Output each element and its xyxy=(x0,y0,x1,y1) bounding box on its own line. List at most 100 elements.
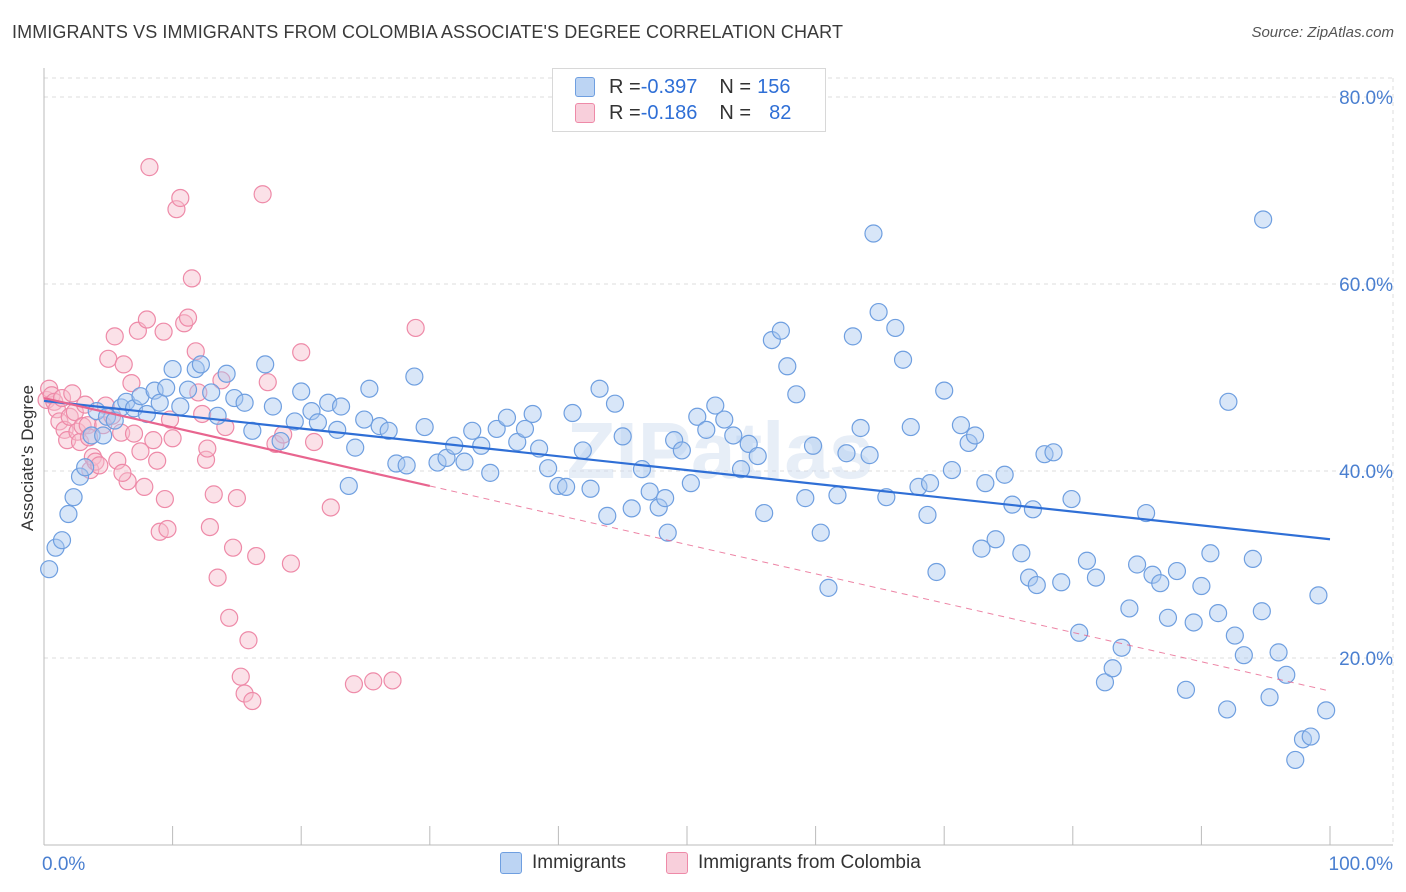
colombia-point xyxy=(178,308,198,327)
colombia-point xyxy=(247,546,266,566)
immigrants-point xyxy=(632,460,652,479)
immigrants-point xyxy=(724,426,743,445)
colombia-point xyxy=(204,485,223,504)
immigrants-point xyxy=(828,486,847,505)
y-tick-label: 80.0% xyxy=(1339,88,1393,109)
legend-item-colombia[interactable]: Immigrants from Colombia xyxy=(666,852,921,874)
immigrants-point xyxy=(965,426,985,445)
colombia-trend-line xyxy=(43,396,431,488)
immigrants-point xyxy=(748,446,767,466)
immigrants-point xyxy=(1062,489,1081,509)
immigrants-point xyxy=(688,407,707,426)
immigrants-point xyxy=(1086,568,1106,587)
y-tick-label: 60.0% xyxy=(1339,275,1393,296)
immigrants-point xyxy=(731,460,751,479)
legend-item-immigrants[interactable]: Immigrants xyxy=(500,852,626,874)
immigrants-point xyxy=(1252,602,1271,621)
source-label: Source: ZipAtlas.com xyxy=(1251,24,1394,41)
immigrants-point xyxy=(918,505,937,525)
legend-label: Immigrants xyxy=(532,852,626,873)
immigrants-point xyxy=(860,446,879,465)
immigrants-point xyxy=(46,538,65,557)
immigrants-point xyxy=(1254,210,1273,229)
y-tick-label: 40.0% xyxy=(1339,462,1393,483)
immigrants-point xyxy=(463,421,482,440)
immigrants-point xyxy=(1225,626,1244,645)
chart-title: IMMIGRANTS VS IMMIGRANTS FROM COLOMBIA A… xyxy=(12,22,844,42)
blue-swatch-icon xyxy=(575,77,595,97)
immigrants-point xyxy=(1201,544,1220,563)
immigrants-point xyxy=(271,431,290,451)
immigrants-point xyxy=(1120,599,1139,618)
immigrants-point xyxy=(497,408,517,427)
colombia-point xyxy=(208,568,227,587)
immigrants-point xyxy=(778,357,797,376)
immigrants-point xyxy=(331,397,351,416)
y-axis-label: Associate's Degree xyxy=(18,385,37,531)
immigrants-point xyxy=(360,379,379,398)
immigrants-point xyxy=(1219,392,1238,411)
immigrants-point xyxy=(942,460,962,480)
immigrants-point xyxy=(157,378,176,397)
immigrants-point xyxy=(539,459,558,478)
immigrants-point xyxy=(1218,700,1237,719)
immigrants-point xyxy=(481,463,500,482)
colombia-point xyxy=(131,442,150,461)
immigrants-point xyxy=(1127,555,1147,574)
immigrants-point xyxy=(178,380,198,399)
colombia-point xyxy=(137,310,156,329)
immigrants-point xyxy=(225,388,244,408)
immigrants-point xyxy=(328,420,347,439)
immigrants-point xyxy=(851,418,870,438)
colombia-point xyxy=(124,424,144,443)
n-label: N = xyxy=(719,101,752,124)
colombia-point xyxy=(304,432,324,452)
immigrants-point xyxy=(308,413,328,432)
immigrants-point xyxy=(640,482,659,501)
immigrants-point xyxy=(972,539,991,558)
immigrants-point xyxy=(1176,680,1196,699)
immigrants-point xyxy=(191,355,210,374)
immigrants-point xyxy=(613,427,632,446)
immigrants-point xyxy=(658,523,677,542)
immigrants-point xyxy=(590,379,609,398)
immigrants-point xyxy=(697,420,716,439)
immigrants-point xyxy=(1137,503,1156,523)
immigrants-point xyxy=(557,477,576,496)
immigrants-point xyxy=(397,456,416,475)
immigrants-point xyxy=(935,381,954,400)
immigrants-point xyxy=(622,499,641,518)
colombia-point xyxy=(99,349,118,368)
immigrants-point xyxy=(796,489,815,508)
y-tick-labels: 20.0% 40.0% 60.0% 80.0% xyxy=(1339,88,1393,670)
immigrants-point xyxy=(171,397,190,416)
colombia-point xyxy=(235,684,254,703)
colombia-point xyxy=(364,672,383,691)
legend-row-immigrants: R = -0.397 N = 156 xyxy=(575,75,790,99)
colombia-point xyxy=(253,185,272,204)
colombia-point xyxy=(144,431,163,450)
immigrants-point xyxy=(681,474,700,493)
immigrants-point xyxy=(1019,568,1039,587)
axes xyxy=(43,68,1393,846)
pink-swatch-icon xyxy=(666,852,688,874)
n-label: N = xyxy=(719,75,752,98)
colombia-point xyxy=(155,489,174,509)
immigrants-point xyxy=(1070,623,1089,642)
immigrants-point xyxy=(472,436,491,455)
immigrants-point xyxy=(235,393,254,412)
legend-row-colombia: R = -0.186 N = 82 xyxy=(575,101,791,125)
immigrants-point xyxy=(1035,445,1054,464)
colombia-point xyxy=(200,517,219,537)
immigrants-point xyxy=(76,458,95,477)
colombia-point xyxy=(344,675,364,694)
colombia-point xyxy=(193,404,212,424)
immigrants-point xyxy=(1052,573,1071,592)
colombia-point xyxy=(220,608,239,627)
colombia-point xyxy=(182,269,201,288)
immigrants-point xyxy=(455,452,474,471)
immigrants-point xyxy=(787,385,806,404)
colombia-point xyxy=(70,432,90,452)
n-value: 82 xyxy=(769,101,792,124)
immigrants-point xyxy=(1209,604,1228,623)
